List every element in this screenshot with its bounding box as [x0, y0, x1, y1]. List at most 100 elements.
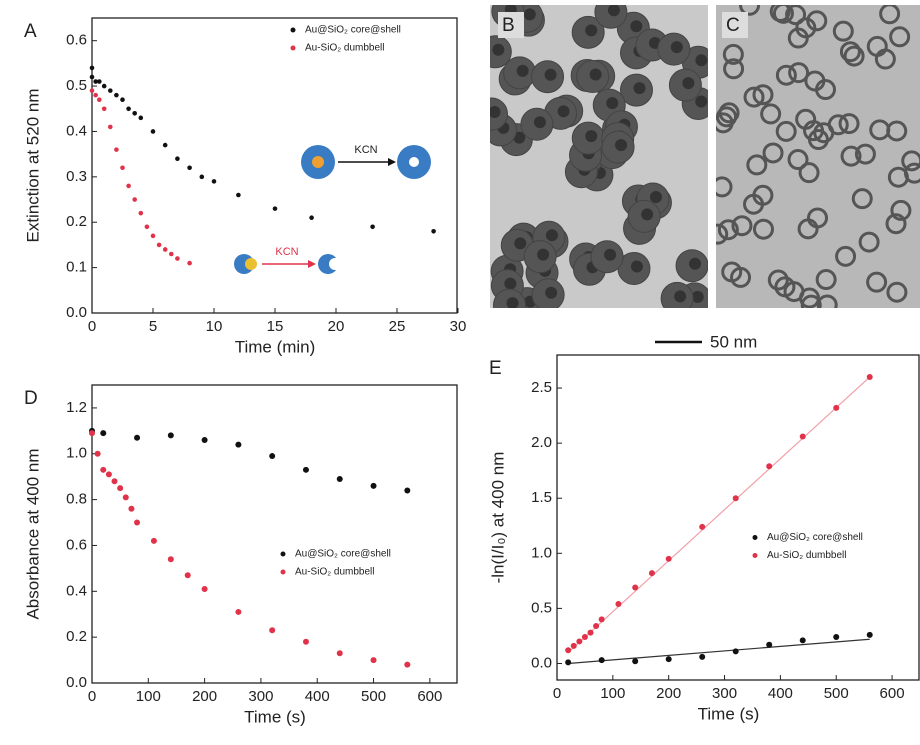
data-point — [799, 637, 806, 644]
particle — [815, 269, 837, 291]
particle — [760, 103, 782, 125]
data-point — [175, 256, 180, 261]
particle — [788, 62, 810, 84]
data-point — [565, 647, 572, 654]
legend-marker — [280, 551, 286, 557]
data-point — [156, 242, 162, 248]
x-tick-label: 0 — [88, 318, 96, 335]
y-tick-label: 0.5 — [66, 77, 87, 94]
x-tick-label: 600 — [880, 685, 905, 702]
particle — [743, 86, 765, 108]
y-tick-label: 2.5 — [531, 379, 552, 396]
data-point — [632, 658, 639, 665]
particle-core — [689, 257, 702, 270]
data-point — [100, 430, 107, 437]
x-tick-label: 400 — [305, 688, 330, 705]
data-point — [302, 466, 309, 473]
particle-core — [533, 116, 546, 129]
x-tick-label: 25 — [389, 318, 406, 335]
x-tick-label: 600 — [417, 688, 442, 705]
particle-core — [516, 64, 529, 77]
data-point — [169, 251, 174, 257]
x-axis-label: Time (min) — [235, 337, 316, 356]
particle — [879, 5, 901, 25]
particles-b — [490, 5, 708, 308]
scale-bar-label: 50 nm — [710, 332, 757, 351]
x-tick-label: 300 — [712, 685, 737, 702]
x-tick-label: 15 — [267, 318, 284, 335]
data-point — [732, 495, 739, 502]
particle-core — [504, 277, 517, 290]
particle — [767, 269, 789, 291]
data-point — [648, 570, 655, 577]
data-point — [167, 556, 174, 563]
data-point — [587, 629, 594, 636]
particle — [739, 5, 761, 16]
data-point — [211, 179, 217, 184]
particle-core — [514, 237, 527, 250]
y-tick-label: 0.2 — [66, 213, 87, 230]
data-point — [120, 97, 125, 102]
data-point — [126, 183, 131, 189]
y-tick-label: 0.6 — [66, 536, 87, 553]
x-tick-label: 0 — [88, 688, 96, 705]
annotation: KCN — [354, 144, 377, 156]
data-point — [120, 165, 125, 171]
particle — [840, 145, 862, 167]
data-point — [269, 627, 276, 634]
data-point — [97, 79, 102, 84]
data-point — [184, 572, 191, 579]
particle — [806, 10, 828, 32]
data-point — [101, 83, 107, 89]
data-point — [89, 65, 95, 71]
particle — [783, 281, 805, 303]
plot-frame — [91, 384, 458, 684]
particle — [807, 129, 829, 151]
data-point — [187, 260, 192, 266]
x-tick-label: 100 — [136, 688, 161, 705]
particle — [752, 84, 774, 106]
particle — [885, 213, 907, 235]
particle-core — [695, 54, 708, 67]
particle-core — [633, 82, 646, 95]
data-point — [94, 450, 101, 457]
particle — [722, 43, 744, 65]
particle-core — [604, 248, 617, 261]
y-tick-label: 0.4 — [66, 582, 87, 599]
particle-core — [545, 229, 558, 242]
y-tick-label: 0.0 — [66, 304, 87, 321]
data-point — [126, 106, 131, 112]
x-tick-label: 0 — [553, 685, 561, 702]
particle — [827, 114, 849, 136]
particle-core — [674, 290, 687, 303]
particle — [723, 58, 745, 80]
particle — [752, 218, 774, 240]
x-axis-label: Time (s) — [698, 704, 760, 723]
particle-core — [585, 130, 598, 143]
data-point — [833, 634, 840, 641]
particle-core — [585, 24, 598, 37]
data-point — [89, 430, 95, 437]
particle-core — [682, 77, 695, 90]
data-point — [336, 475, 343, 482]
data-point — [201, 437, 208, 444]
particle — [816, 294, 838, 308]
particle — [839, 41, 861, 63]
plot-frame — [556, 354, 920, 681]
data-point — [150, 233, 156, 239]
data-point — [269, 453, 276, 460]
data-point — [128, 505, 135, 512]
data-point — [89, 74, 95, 80]
data-point — [97, 97, 102, 102]
particle-core — [523, 8, 536, 21]
particle-core — [544, 68, 557, 81]
data-point — [114, 147, 119, 152]
particle — [795, 108, 817, 130]
particle — [752, 184, 774, 206]
fit-line — [567, 376, 871, 653]
particle — [800, 294, 822, 308]
particle — [717, 219, 739, 241]
particle-core — [695, 95, 708, 108]
x-tick-label: 10 — [206, 318, 223, 335]
